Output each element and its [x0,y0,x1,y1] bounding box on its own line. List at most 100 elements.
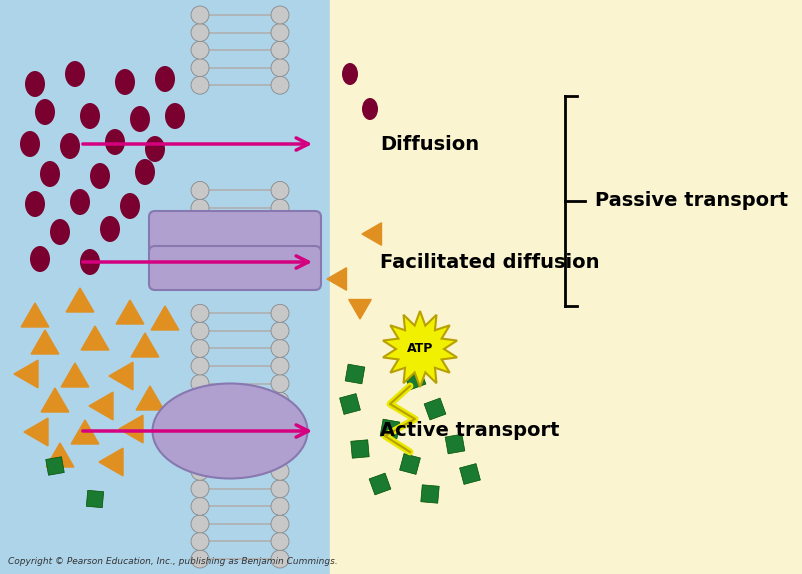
Ellipse shape [105,129,125,155]
Ellipse shape [80,249,100,275]
Polygon shape [61,363,89,387]
Ellipse shape [70,189,90,215]
Ellipse shape [30,246,50,272]
Circle shape [271,322,289,340]
Ellipse shape [130,106,150,132]
Circle shape [271,357,289,375]
Polygon shape [41,388,69,412]
Circle shape [191,497,209,515]
Circle shape [191,410,209,428]
Ellipse shape [342,63,358,85]
Ellipse shape [90,163,110,189]
Circle shape [271,550,289,568]
Bar [399,453,420,474]
Ellipse shape [120,193,140,219]
Bar [445,434,465,454]
Ellipse shape [35,99,55,125]
Circle shape [271,480,289,498]
Circle shape [271,181,289,200]
Ellipse shape [65,61,85,87]
Circle shape [271,533,289,550]
Polygon shape [81,326,109,350]
Circle shape [191,6,209,24]
Ellipse shape [50,219,70,245]
Bar [424,398,446,420]
Ellipse shape [152,383,307,479]
Ellipse shape [115,69,135,95]
Polygon shape [327,267,346,290]
Ellipse shape [155,66,175,92]
Circle shape [271,410,289,428]
Polygon shape [66,288,94,312]
Text: Diffusion: Diffusion [380,134,479,153]
Circle shape [271,339,289,358]
Circle shape [191,304,209,323]
Circle shape [271,59,289,77]
Bar [330,0,802,574]
Circle shape [191,59,209,77]
Circle shape [191,445,209,463]
Bar [460,464,480,484]
Circle shape [271,199,289,217]
Circle shape [271,24,289,41]
Polygon shape [47,443,74,467]
Ellipse shape [20,131,40,157]
Polygon shape [24,418,48,446]
Circle shape [271,392,289,410]
Circle shape [271,76,289,94]
Ellipse shape [145,136,165,162]
Polygon shape [71,420,99,444]
Circle shape [191,462,209,480]
Circle shape [191,480,209,498]
Bar [0,0,330,574]
Circle shape [191,392,209,410]
Circle shape [191,533,209,550]
Bar [380,419,400,439]
Ellipse shape [25,71,45,97]
Text: Passive transport: Passive transport [595,192,788,211]
Polygon shape [109,362,133,390]
Circle shape [191,357,209,375]
Circle shape [191,24,209,41]
Circle shape [191,41,209,59]
FancyBboxPatch shape [149,211,321,255]
Bar [350,440,369,458]
Circle shape [191,322,209,340]
Bar [404,368,426,390]
Text: Active transport: Active transport [380,421,560,440]
Ellipse shape [25,191,45,217]
Circle shape [191,427,209,445]
Ellipse shape [40,161,60,187]
Polygon shape [99,448,123,476]
Ellipse shape [60,133,80,159]
Polygon shape [21,303,49,327]
Polygon shape [151,306,179,330]
Circle shape [271,515,289,533]
Polygon shape [132,333,159,357]
Polygon shape [136,386,164,410]
Polygon shape [349,300,371,319]
Circle shape [191,550,209,568]
Ellipse shape [135,159,155,185]
Bar [369,473,391,495]
Ellipse shape [362,98,378,120]
Bar [87,490,103,507]
Ellipse shape [165,103,185,129]
Circle shape [271,427,289,445]
Circle shape [271,304,289,323]
Polygon shape [116,300,144,324]
Circle shape [191,339,209,358]
Bar [421,485,439,503]
Polygon shape [14,360,38,388]
Bar [339,394,360,414]
Polygon shape [89,392,113,420]
Polygon shape [31,330,59,354]
FancyBboxPatch shape [149,246,321,290]
Circle shape [271,41,289,59]
Bar [345,364,365,384]
Polygon shape [119,415,143,443]
Circle shape [271,374,289,393]
Circle shape [191,374,209,393]
Circle shape [191,515,209,533]
Text: Copyright © Pearson Education, Inc., publishing as Benjamin Cummings.: Copyright © Pearson Education, Inc., pub… [8,557,338,566]
